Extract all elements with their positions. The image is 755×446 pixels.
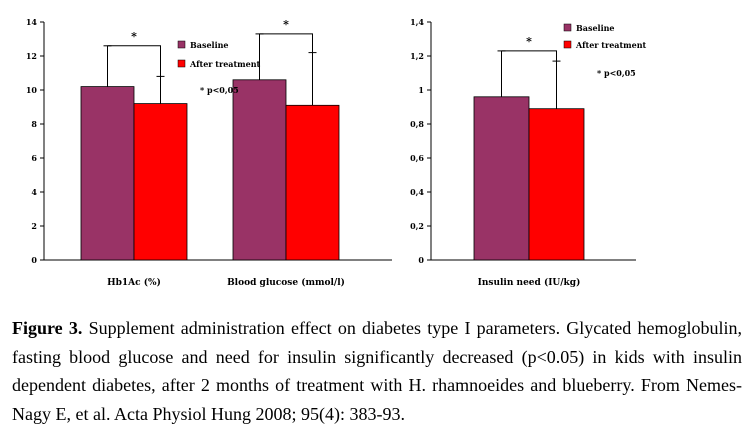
y-tick-label: 10 bbox=[26, 85, 38, 95]
category-label: Hb1Ac (%) bbox=[107, 277, 161, 288]
caption-text: Supplement administration effect on diab… bbox=[12, 318, 742, 424]
legend-label: Baseline bbox=[576, 23, 615, 33]
p-value-annotation: * p<0,05 bbox=[597, 68, 636, 78]
y-tick-label: 1,2 bbox=[410, 51, 424, 61]
y-tick-label: 6 bbox=[31, 153, 37, 163]
p-value-annotation: * p<0,05 bbox=[200, 85, 239, 95]
significance-marker: * bbox=[526, 35, 532, 48]
figure-caption: Figure 3. Supplement administration effe… bbox=[12, 314, 742, 428]
y-tick-label: 0,4 bbox=[410, 187, 424, 197]
bar-baseline bbox=[232, 79, 287, 261]
legend-swatch-baseline bbox=[177, 40, 186, 49]
y-tick-label: 0 bbox=[31, 255, 37, 265]
y-tick-label: 0,2 bbox=[410, 221, 424, 231]
y-tick-label: 12 bbox=[26, 51, 37, 61]
bar-after-treatment bbox=[133, 103, 188, 261]
significance-bracket bbox=[107, 45, 161, 77]
y-tick-label: 1 bbox=[418, 85, 424, 95]
bar-baseline bbox=[80, 86, 135, 261]
legend-swatch-after-treatment bbox=[177, 59, 186, 68]
legend-label: After treatment bbox=[189, 59, 261, 69]
y-tick-label: 0 bbox=[418, 255, 424, 265]
legend-label: After treatment bbox=[575, 40, 647, 50]
category-label: Blood glucose (mmol/l) bbox=[227, 277, 345, 288]
legend-swatch-after-treatment bbox=[563, 40, 572, 49]
significance-bracket bbox=[501, 50, 557, 62]
bar-baseline bbox=[473, 96, 530, 261]
y-tick-label: 14 bbox=[26, 17, 38, 27]
significance-marker: * bbox=[131, 30, 137, 43]
significance-bracket bbox=[259, 33, 313, 53]
y-tick-label: 0,6 bbox=[410, 153, 424, 163]
significance-marker: * bbox=[283, 18, 289, 31]
bar-after-treatment bbox=[285, 104, 340, 261]
y-tick-label: 2 bbox=[31, 221, 37, 231]
legend-swatch-baseline bbox=[563, 23, 572, 32]
y-tick-label: 4 bbox=[31, 187, 37, 197]
y-tick-label: 8 bbox=[31, 119, 37, 129]
y-tick-label: 1,4 bbox=[410, 17, 424, 27]
legend-label: Baseline bbox=[190, 40, 229, 50]
caption-label: Figure 3. bbox=[12, 318, 83, 338]
y-tick-label: 0,8 bbox=[410, 119, 424, 129]
category-label: Insulin need (IU/kg) bbox=[478, 277, 581, 288]
bar-after-treatment bbox=[528, 108, 585, 261]
